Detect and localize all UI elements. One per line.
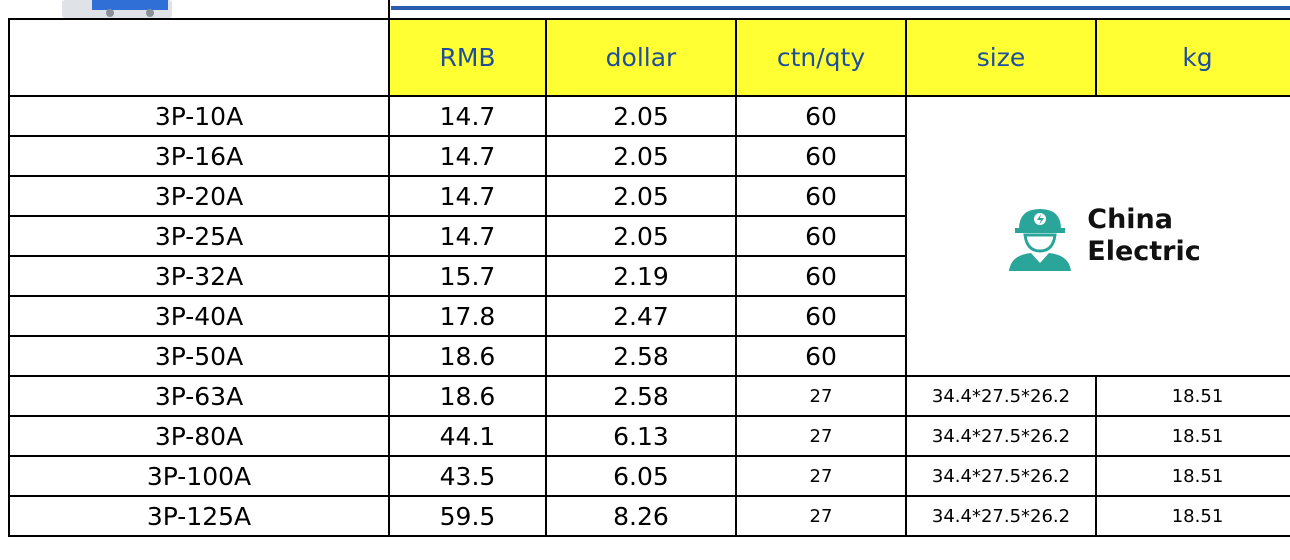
model-cell: 3P-40A [9, 296, 389, 336]
dollar-cell: 6.13 [546, 416, 736, 456]
header-cell: RMB [389, 19, 546, 96]
logo-line: China [1087, 204, 1201, 236]
qty-cell: 60 [736, 136, 906, 176]
model-cell: 3P-50A [9, 336, 389, 376]
model-cell: 3P-63A [9, 376, 389, 416]
size-cell: 34.4*27.5*26.2 [906, 376, 1096, 416]
qty-cell: 60 [736, 336, 906, 376]
blue-rule [391, 6, 1290, 10]
dollar-cell: 2.05 [546, 136, 736, 176]
header-cell: size [906, 19, 1096, 96]
header-cell: dollar [546, 19, 736, 96]
model-cell: 3P-10A [9, 96, 389, 136]
qty-cell: 27 [736, 376, 906, 416]
rmb-cell: 14.7 [389, 96, 546, 136]
kg-cell: 18.51 [1096, 416, 1290, 456]
breaker-image [62, 0, 172, 18]
kg-cell: 18.51 [1096, 376, 1290, 416]
kg-cell: 18.51 [1096, 456, 1290, 496]
rmb-cell: 43.5 [389, 456, 546, 496]
dollar-cell: 2.47 [546, 296, 736, 336]
model-cell: 3P-125A [9, 496, 389, 536]
qty-cell: 60 [736, 216, 906, 256]
dollar-cell: 2.05 [546, 176, 736, 216]
header-cell: kg [1096, 19, 1290, 96]
rmb-cell: 59.5 [389, 496, 546, 536]
model-cell: 3P-16A [9, 136, 389, 176]
qty-cell: 60 [736, 296, 906, 336]
dollar-cell: 8.26 [546, 496, 736, 536]
qty-cell: 27 [736, 456, 906, 496]
page: {"header": {"columns": ["RMB", "dollar",… [0, 0, 1290, 560]
dollar-cell: 2.05 [546, 96, 736, 136]
size-cell: 34.4*27.5*26.2 [906, 496, 1096, 536]
rmb-cell: 14.7 [389, 216, 546, 256]
dollar-cell: 2.05 [546, 216, 736, 256]
size-cell: 34.4*27.5*26.2 [906, 456, 1096, 496]
kg-cell: 18.51 [1096, 496, 1290, 536]
rmb-cell: 14.7 [389, 136, 546, 176]
dollar-cell: 2.58 [546, 376, 736, 416]
qty-cell: 27 [736, 416, 906, 456]
qty-cell: 60 [736, 176, 906, 216]
dollar-cell: 2.19 [546, 256, 736, 296]
rmb-cell: 18.6 [389, 336, 546, 376]
qty-cell: 27 [736, 496, 906, 536]
qty-cell: 60 [736, 96, 906, 136]
model-cell: 3P-100A [9, 456, 389, 496]
logo-icon [1005, 201, 1075, 271]
rmb-cell: 14.7 [389, 176, 546, 216]
rmb-cell: 17.8 [389, 296, 546, 336]
model-cell: 3P-25A [9, 216, 389, 256]
top-decoration [0, 0, 1290, 20]
size-cell: 34.4*27.5*26.2 [906, 416, 1096, 456]
model-cell: 3P-80A [9, 416, 389, 456]
header-cell: ctn/qty [736, 19, 906, 96]
qty-cell: 60 [736, 256, 906, 296]
rmb-cell: 15.7 [389, 256, 546, 296]
logo-line: Electric [1087, 236, 1201, 268]
dollar-cell: 2.58 [546, 336, 736, 376]
dollar-cell: 6.05 [546, 456, 736, 496]
header-blank [9, 19, 389, 96]
rmb-cell: 44.1 [389, 416, 546, 456]
model-cell: 3P-32A [9, 256, 389, 296]
rmb-cell: 18.6 [389, 376, 546, 416]
model-cell: 3P-20A [9, 176, 389, 216]
